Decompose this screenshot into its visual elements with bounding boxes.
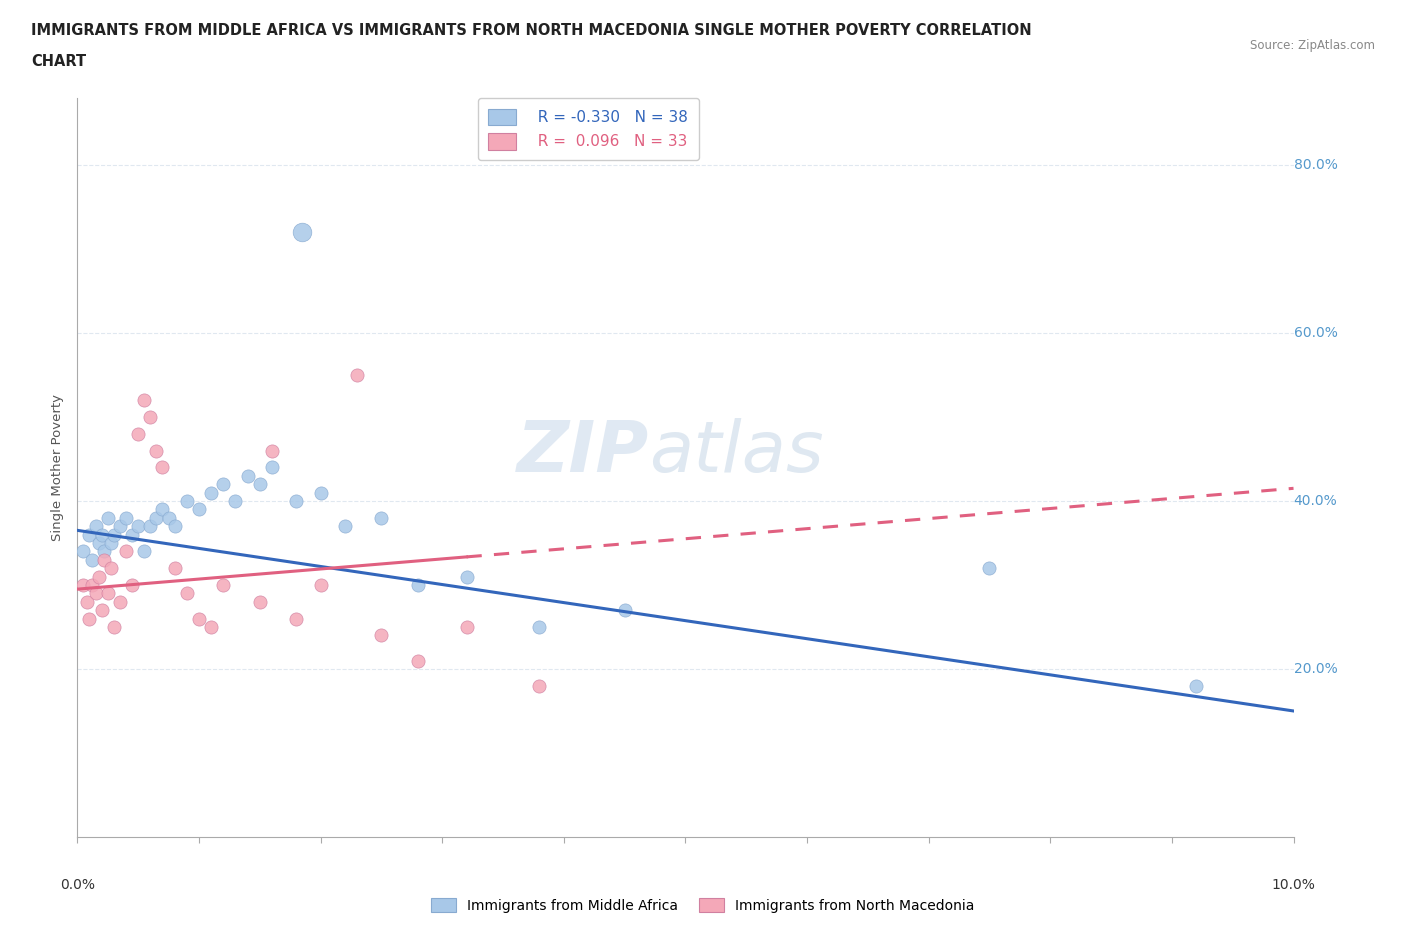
Point	[93, 544, 115, 559]
Point	[127, 519, 149, 534]
Text: CHART: CHART	[31, 54, 86, 69]
Point	[97, 586, 120, 601]
Point	[72, 578, 94, 592]
Point	[84, 586, 107, 601]
Point	[89, 536, 111, 551]
Point	[406, 578, 429, 592]
Point	[285, 494, 308, 509]
Point	[100, 561, 122, 576]
Point	[80, 552, 103, 567]
Point	[309, 578, 332, 592]
Text: 80.0%: 80.0%	[1294, 158, 1337, 172]
Point	[212, 477, 235, 492]
Point	[309, 485, 332, 500]
Point	[529, 619, 551, 634]
Point	[79, 611, 101, 626]
Point	[139, 519, 162, 534]
Point	[157, 511, 180, 525]
Point	[529, 678, 551, 693]
Point	[285, 611, 308, 626]
Text: 10.0%: 10.0%	[1271, 878, 1316, 892]
Point	[103, 619, 125, 634]
Point	[249, 594, 271, 609]
Point	[145, 443, 167, 458]
Point	[291, 225, 314, 240]
Point	[134, 544, 156, 559]
Point	[370, 628, 392, 643]
Point	[176, 494, 198, 509]
Point	[163, 561, 186, 576]
Point	[76, 594, 98, 609]
Point	[134, 392, 156, 407]
Point	[456, 569, 478, 584]
Point	[224, 494, 246, 509]
Point	[249, 477, 271, 492]
Text: 60.0%: 60.0%	[1294, 326, 1337, 339]
Point	[163, 519, 186, 534]
Point	[89, 569, 111, 584]
Point	[72, 544, 94, 559]
Point	[79, 527, 101, 542]
Point	[456, 619, 478, 634]
Point	[93, 552, 115, 567]
Point	[260, 443, 283, 458]
Point	[115, 544, 138, 559]
Point	[152, 502, 174, 517]
Point	[90, 527, 112, 542]
Point	[100, 536, 122, 551]
Y-axis label: Single Mother Poverty: Single Mother Poverty	[51, 393, 65, 541]
Point	[188, 502, 211, 517]
Point	[127, 426, 149, 441]
Point	[406, 653, 429, 668]
Point	[200, 485, 222, 500]
Point	[121, 578, 143, 592]
Point	[139, 409, 162, 424]
Point	[80, 578, 103, 592]
Legend:   R = -0.330   N = 38,   R =  0.096   N = 33: R = -0.330 N = 38, R = 0.096 N = 33	[478, 98, 699, 160]
Point	[176, 586, 198, 601]
Text: IMMIGRANTS FROM MIDDLE AFRICA VS IMMIGRANTS FROM NORTH MACEDONIA SINGLE MOTHER P: IMMIGRANTS FROM MIDDLE AFRICA VS IMMIGRA…	[31, 23, 1032, 38]
Point	[212, 578, 235, 592]
Text: ZIP: ZIP	[516, 418, 650, 487]
Text: atlas: atlas	[650, 418, 824, 487]
Point	[115, 511, 138, 525]
Point	[979, 561, 1001, 576]
Point	[103, 527, 125, 542]
Point	[260, 459, 283, 474]
Point	[188, 611, 211, 626]
Point	[200, 619, 222, 634]
Legend: Immigrants from Middle Africa, Immigrants from North Macedonia: Immigrants from Middle Africa, Immigrant…	[426, 893, 980, 919]
Point	[108, 594, 131, 609]
Point	[84, 519, 107, 534]
Point	[97, 511, 120, 525]
Text: 0.0%: 0.0%	[60, 878, 94, 892]
Point	[108, 519, 131, 534]
Point	[90, 603, 112, 618]
Point	[1185, 678, 1208, 693]
Point	[613, 603, 636, 618]
Point	[145, 511, 167, 525]
Point	[346, 367, 368, 382]
Point	[152, 459, 174, 474]
Point	[121, 527, 143, 542]
Text: 20.0%: 20.0%	[1294, 662, 1337, 676]
Point	[333, 519, 356, 534]
Text: Source: ZipAtlas.com: Source: ZipAtlas.com	[1250, 39, 1375, 52]
Text: 40.0%: 40.0%	[1294, 494, 1337, 508]
Point	[370, 511, 392, 525]
Point	[236, 469, 259, 484]
